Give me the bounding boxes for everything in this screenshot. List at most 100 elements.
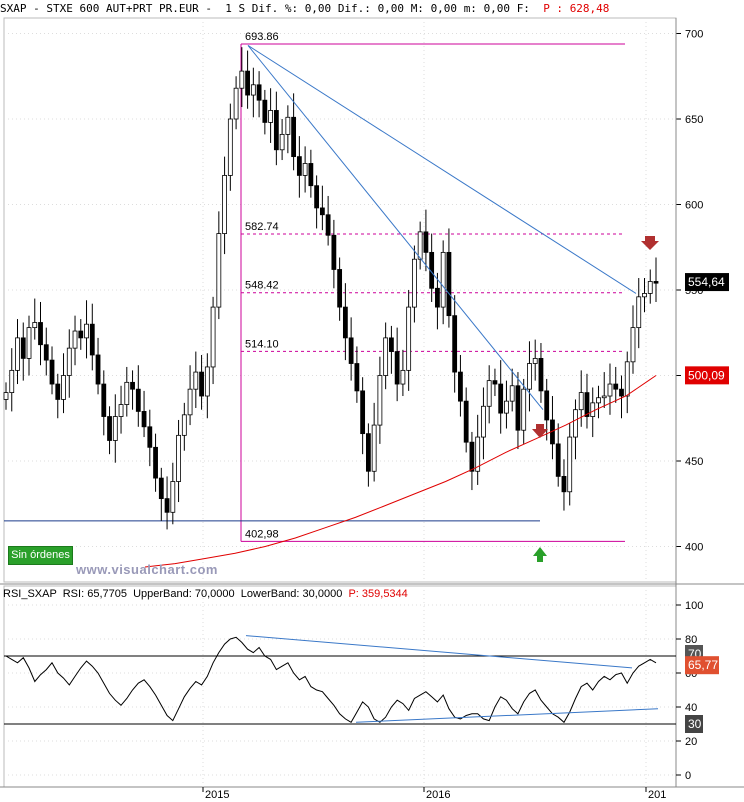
candle-body [245, 70, 250, 96]
f-label: F: [516, 2, 530, 15]
candle-body [210, 306, 216, 368]
trendline-lower [247, 45, 544, 411]
candle-body [601, 395, 607, 399]
candle-body [394, 351, 400, 385]
fib-level-label: 402,98 [245, 528, 279, 540]
candle-body [469, 441, 475, 472]
candle-body [227, 118, 233, 176]
moving-average-badge-box [685, 366, 729, 385]
candle-body [61, 375, 66, 400]
candle-body [383, 337, 389, 376]
candle-body [561, 475, 567, 493]
rsi-p-label: P: [348, 588, 359, 600]
candle-body [38, 322, 43, 346]
candle-body [15, 337, 20, 371]
candle-body [285, 116, 291, 135]
rsi-trendline-upper [245, 635, 633, 669]
candle-body [49, 359, 55, 385]
candle-body [630, 327, 636, 363]
candle-body [20, 337, 26, 359]
candle-body [291, 116, 297, 158]
candle-body [279, 133, 285, 151]
price-label: P : [543, 2, 564, 15]
price-tick-label: 400 [685, 542, 703, 554]
candle-body [400, 369, 406, 385]
price-tick-label: 600 [685, 200, 703, 212]
candle-body [135, 388, 141, 412]
rsi-label: RSI: [62, 588, 85, 600]
candle-body [423, 231, 429, 253]
candle-body [440, 251, 446, 308]
candle-body [204, 366, 210, 397]
candle-body [239, 70, 245, 89]
candle-body [544, 390, 550, 421]
candle-body [314, 185, 320, 209]
fib-level-label: 582.74 [245, 221, 279, 233]
candle-body [624, 361, 630, 397]
rsi-pane-border [3, 585, 677, 788]
period: 1 S [225, 2, 246, 15]
candle-body [141, 411, 147, 428]
candle-body [647, 281, 653, 294]
rsi-tick-label: 20 [685, 736, 697, 748]
max-value: 0,00 [430, 2, 458, 15]
moving-average-line [144, 375, 657, 568]
candle-body [475, 436, 481, 472]
rsi-header: RSI_SXAP RSI: 65,7705 UpperBand: 70,0000… [3, 588, 408, 600]
dif-label: Dif.: [337, 2, 371, 15]
candle-body [124, 381, 130, 405]
rsi-p-value: 359,5344 [361, 588, 408, 600]
candle-body [365, 433, 371, 472]
candle-body [492, 380, 498, 385]
candle-body [302, 163, 308, 176]
candle-body [452, 315, 458, 373]
candle-body [555, 443, 561, 477]
trendline-upper [247, 45, 637, 294]
watermark: www.visualchart.com [76, 562, 218, 577]
time-tick-label: 201 [648, 789, 666, 801]
candle-body [527, 363, 532, 390]
last-price-badge: 554,64 [688, 275, 725, 289]
min-value: 0,00 [483, 2, 511, 15]
upper-band: 70,0000 [194, 588, 235, 600]
candle-body [481, 405, 486, 438]
rsi-tick-label: 40 [685, 702, 697, 714]
candle-body [463, 400, 469, 443]
lower-band-label: LowerBand: [240, 588, 300, 600]
candle-body [486, 380, 492, 407]
candle-body [435, 287, 440, 308]
rsi-value-badge: 65,77 [688, 658, 718, 672]
down-arrow-icon [532, 424, 548, 438]
candle-body [95, 354, 101, 385]
candle-body [532, 357, 538, 364]
candle-body [458, 371, 463, 402]
candle-body [84, 323, 89, 339]
candle-body [325, 214, 331, 236]
no-orders-button[interactable]: Sin órdenes [8, 546, 73, 565]
price-tick-label: 650 [685, 114, 703, 126]
candle-body [446, 251, 452, 317]
candle-body [268, 110, 274, 123]
candle-body [66, 347, 72, 376]
candle-body [331, 234, 337, 270]
candle-body [101, 383, 107, 417]
candle-body [388, 337, 394, 352]
candle-body [412, 258, 417, 308]
candle-body [78, 330, 84, 339]
candle-body [590, 402, 596, 417]
candle-body [3, 392, 9, 400]
candle-body [360, 390, 366, 435]
candle-body [371, 424, 377, 472]
lower-band: 30,0000 [302, 588, 343, 600]
moving-average-badge: 500,09 [688, 368, 725, 382]
candle-body [642, 293, 647, 298]
chart-header: SXAP - STXE 600 AUT+PRT PR.EUR - 1 S Dif… [0, 0, 744, 18]
candle-body [170, 481, 176, 513]
candle-body [417, 231, 423, 260]
candle-body [337, 269, 343, 308]
candle-body [273, 110, 279, 151]
candle-body [584, 392, 590, 417]
symbol: SXAP [0, 2, 27, 15]
